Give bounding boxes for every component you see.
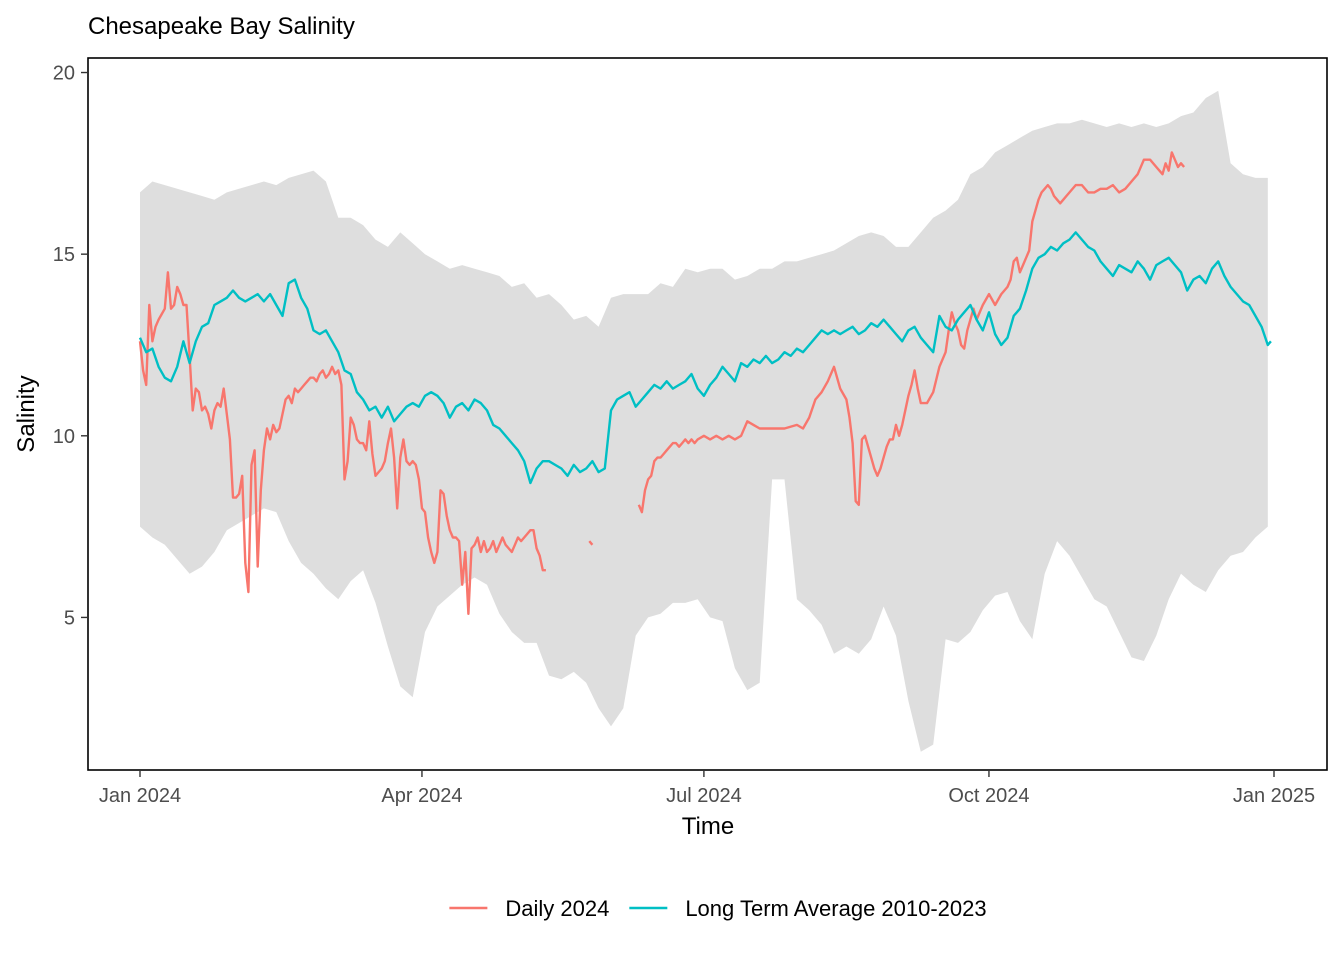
x-tick-label: Oct 2024 <box>948 785 1029 807</box>
x-tick-label: Apr 2024 <box>381 785 462 807</box>
x-tick-label: Jan 2025 <box>1233 785 1315 807</box>
x-axis-title: Time <box>682 813 734 840</box>
series-line-2 <box>138 231 1272 485</box>
series-line-1 <box>138 151 1186 615</box>
series-layer <box>138 151 1272 615</box>
y-axis-title: Salinity <box>13 375 40 452</box>
range-band-layer <box>140 90 1268 752</box>
legend: Daily 2024 Long Term Average 2010-2023 <box>449 896 987 921</box>
chart-title: Chesapeake Bay Salinity <box>88 13 355 40</box>
legend-label: Daily 2024 <box>505 896 609 921</box>
plot-panel-border <box>87 57 1328 771</box>
historical-range-band <box>140 90 1268 752</box>
x-tick-label: Jan 2024 <box>99 785 181 807</box>
y-axis: 5 10 15 20 <box>53 63 88 629</box>
x-tick-label: Jul 2024 <box>666 785 742 807</box>
legend-label: Long Term Average 2010-2023 <box>685 896 986 921</box>
y-tick-label: 10 <box>53 426 75 448</box>
x-axis: Jan 2024 Apr 2024 Jul 2024 Oct 2024 Jan 2025 <box>99 770 1315 807</box>
y-tick-label: 5 <box>64 607 75 629</box>
y-tick-label: 15 <box>53 244 75 266</box>
y-tick-label: 20 <box>53 63 75 85</box>
